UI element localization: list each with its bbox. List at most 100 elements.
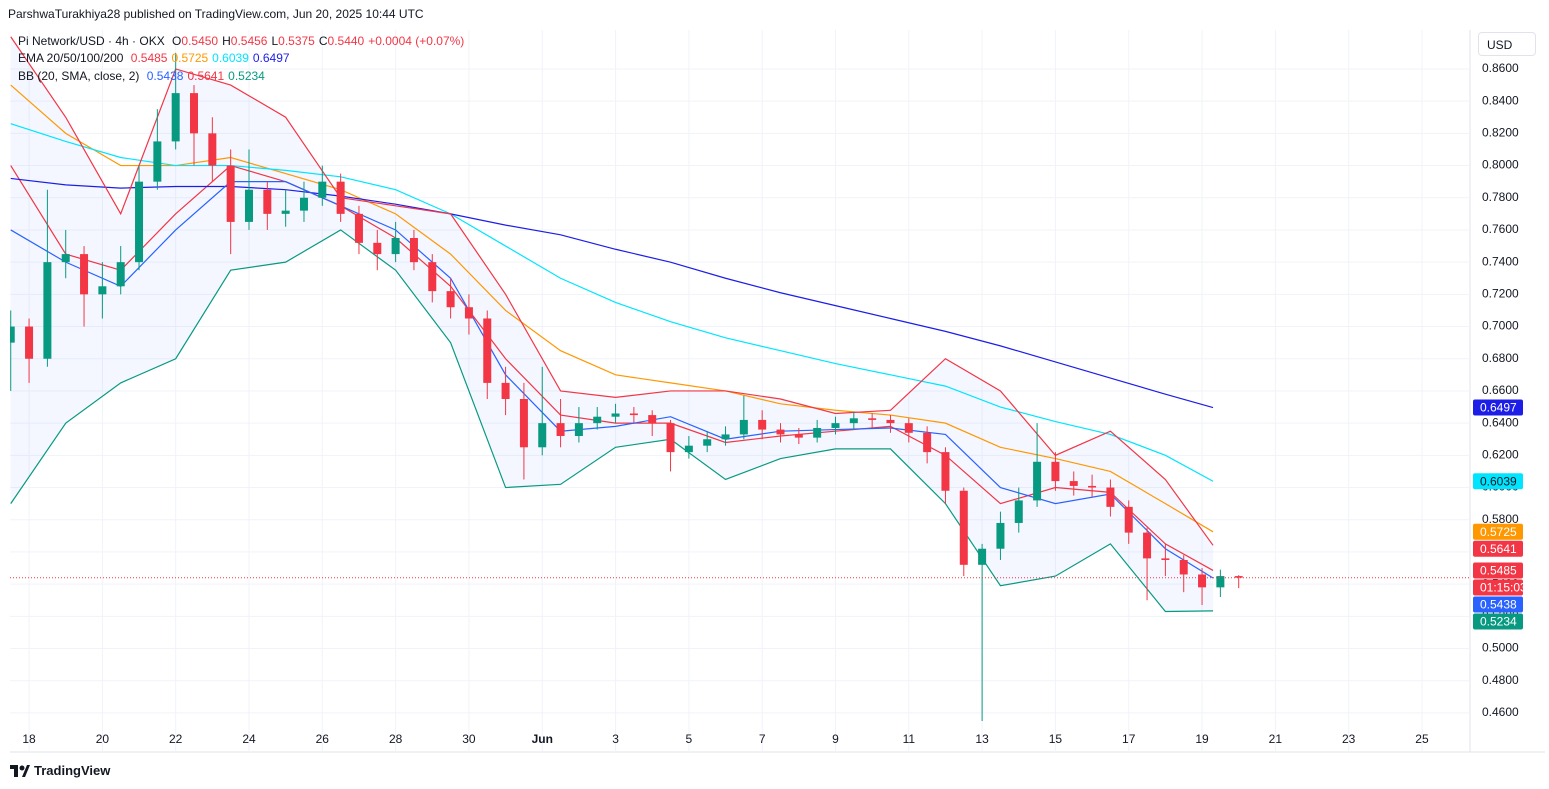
y-tick-label: 0.6400 (1482, 415, 1519, 429)
price-tag-box (1473, 473, 1523, 490)
x-tick-label: 7 (759, 732, 766, 746)
price-tag: 0.6039 (1480, 474, 1517, 488)
price-tag-box (1473, 596, 1523, 613)
candle-body (831, 423, 840, 428)
candle-body (739, 419, 748, 435)
candle-body (1198, 574, 1207, 588)
price-tag: 0.6497 (1480, 401, 1517, 415)
x-tick-label: 13 (975, 732, 989, 746)
x-tick-label: 26 (316, 732, 330, 746)
brand-name: TradingView (34, 763, 111, 778)
candle-body (446, 291, 455, 308)
published-note: ParshwaTurakhiya28 published on TradingV… (8, 7, 424, 21)
y-tick-label: 0.4800 (1482, 673, 1519, 687)
x-tick-label: 30 (462, 732, 476, 746)
candle-body (25, 326, 34, 359)
bb-label: BB (20, SMA, close, 2) (18, 69, 140, 83)
x-tick-label: 9 (832, 732, 839, 746)
candle-body (703, 439, 712, 446)
candle-body (171, 93, 180, 142)
y-tick-label: 0.7800 (1482, 190, 1519, 204)
ohlc-value: 0.5440 (327, 34, 365, 48)
bb-legend: BB (20, SMA, close, 2) 0.5438 0.5641 0.523… (18, 69, 269, 83)
candle-body (1069, 481, 1078, 486)
price-tag-box (1473, 523, 1523, 540)
ohlc-value: 0.5450 (181, 34, 219, 48)
x-tick-label: 22 (169, 732, 183, 746)
x-tick-label: 28 (389, 732, 403, 746)
ema-legend: EMA 20/50/100/200 0.5485 0.5725 0.6039 0.64… (18, 51, 294, 65)
candle-body (10, 326, 15, 343)
price-tag-box (1473, 562, 1523, 579)
candle-body (208, 133, 217, 166)
y-tick-label: 0.8200 (1482, 126, 1519, 140)
y-tick-label: 0.7600 (1482, 222, 1519, 236)
price-tag: 0.5438 (1480, 598, 1517, 612)
candle-body (648, 415, 657, 424)
candle-body (1143, 532, 1152, 559)
candle-body (904, 423, 913, 433)
ema-value: 0.5485 (130, 51, 168, 65)
candle-body (43, 262, 52, 359)
ema-value: 0.5725 (171, 51, 209, 65)
indicator-line (10, 177, 1214, 409)
x-tick-label: 21 (1269, 732, 1283, 746)
x-tick-label: 20 (96, 732, 110, 746)
candle-body (391, 238, 400, 255)
x-tick-label: 25 (1415, 732, 1429, 746)
candle-body (794, 434, 803, 438)
candle-body (299, 197, 308, 211)
candle-body (1234, 576, 1243, 578)
candle-body (354, 213, 363, 243)
candle-body (886, 419, 895, 424)
candle-body (1106, 487, 1115, 507)
candle-body (281, 210, 290, 214)
ema-value: 0.6039 (212, 51, 249, 65)
price-tag-box (1473, 399, 1523, 416)
ohlc-value: 0.5456 (230, 34, 268, 48)
candle-body (1124, 506, 1133, 533)
candle-body (244, 189, 253, 222)
symbol-legend: Pi Network/USD · 4h · OKX O0.5450 H0.5456… (18, 34, 468, 48)
price-tag: 0.5234 (1480, 615, 1517, 629)
y-tick-label: 0.7400 (1482, 254, 1519, 268)
brand: TradingView (10, 763, 110, 778)
x-tick-label: 11 (903, 732, 916, 746)
candle-body (190, 93, 199, 134)
candle-body (629, 413, 638, 416)
candle-body (666, 423, 675, 453)
candle-body (941, 452, 950, 491)
candle-body (409, 238, 418, 263)
price-tag: 0.5725 (1480, 525, 1517, 539)
bb-value: 0.5234 (228, 69, 265, 83)
y-tick-label: 0.7200 (1482, 287, 1519, 301)
candle-body (116, 262, 125, 287)
brand-logo (10, 764, 30, 777)
candle-body (959, 490, 968, 565)
x-tick-label: 19 (1195, 732, 1209, 746)
candle-body (501, 382, 510, 399)
candle-body (593, 416, 602, 424)
ohlc-label: L (271, 34, 279, 48)
y-tick-label: 0.8600 (1482, 61, 1519, 75)
bb-fill (10, 36, 1214, 612)
x-tick-label: 17 (1122, 732, 1136, 746)
candle-body (153, 141, 162, 182)
y-tick-label: 0.8400 (1482, 93, 1519, 107)
candle-body (1051, 461, 1060, 482)
ohlc-label: O (172, 34, 182, 48)
candle-body (263, 189, 272, 214)
candle-body (923, 432, 932, 453)
x-tick-label: 24 (242, 732, 256, 746)
candle-body (226, 165, 235, 222)
candle-body (80, 254, 89, 295)
y-tick-label: 0.4600 (1482, 705, 1519, 719)
candle-body (98, 286, 107, 295)
price-tag-box (1473, 579, 1523, 596)
x-tick-label: 15 (1049, 732, 1063, 746)
currency-button[interactable]: USD (1478, 32, 1536, 56)
candle-body (1033, 461, 1042, 501)
ema-value: 0.6497 (252, 51, 290, 65)
price-tag-box (1473, 540, 1523, 557)
